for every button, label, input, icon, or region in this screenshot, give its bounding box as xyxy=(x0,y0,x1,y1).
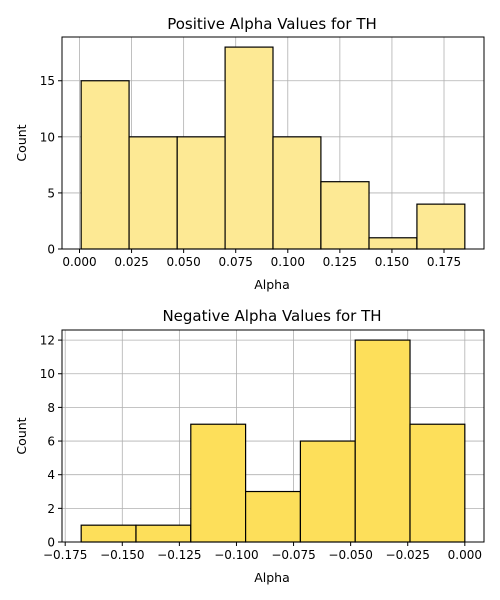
histogram-bar xyxy=(409,423,466,543)
histogram-bar xyxy=(190,423,247,543)
chart-title: Negative Alpha Values for TH xyxy=(162,307,381,325)
y-tick-label: 10 xyxy=(40,130,55,144)
x-tick-label: 0.050 xyxy=(166,255,200,269)
positive-alpha-histogram: Positive Alpha Values for TH Alpha Count… xyxy=(14,15,485,292)
histogram-bars xyxy=(80,339,466,543)
y-axis-ticks: 0 2 4 6 8 10 12 xyxy=(40,334,62,550)
x-tick-label: −0.025 xyxy=(386,548,430,562)
histogram-bar xyxy=(299,440,356,543)
x-tick-label: 0.025 xyxy=(114,255,148,269)
y-tick-label: 8 xyxy=(47,401,55,415)
y-tick-label: 4 xyxy=(47,468,55,482)
y-tick-label: 12 xyxy=(40,334,55,348)
y-tick-label: 6 xyxy=(47,435,55,449)
histogram-bar xyxy=(224,46,274,250)
y-axis-ticks: 0 5 10 15 xyxy=(40,74,62,257)
x-tick-label: 0.125 xyxy=(323,255,357,269)
x-tick-label: 0.150 xyxy=(375,255,409,269)
y-tick-label: 15 xyxy=(40,74,55,88)
x-axis-ticks: −0.175 −0.150 −0.125 −0.100 −0.075 −0.050 −0.0… xyxy=(43,542,482,562)
x-tick-label: 0.000 xyxy=(62,255,96,269)
histogram-bar xyxy=(354,339,411,543)
x-tick-label: 0.000 xyxy=(448,548,482,562)
x-tick-label: 0.100 xyxy=(271,255,305,269)
y-tick-label: 0 xyxy=(47,536,55,550)
x-tick-label: 0.075 xyxy=(219,255,253,269)
plot-frame xyxy=(61,329,485,543)
x-tick-label: −0.050 xyxy=(328,548,372,562)
histogram-bar xyxy=(320,181,370,250)
histogram-bars xyxy=(80,46,466,250)
histogram-bar xyxy=(128,136,178,250)
x-tick-label: −0.150 xyxy=(100,548,144,562)
x-axis-label: Alpha xyxy=(254,570,290,585)
y-tick-label: 2 xyxy=(47,502,55,516)
x-tick-label: −0.100 xyxy=(214,548,258,562)
y-tick-label: 0 xyxy=(47,243,55,257)
chart-title: Positive Alpha Values for TH xyxy=(167,15,377,33)
y-tick-label: 10 xyxy=(40,367,55,381)
x-tick-label: −0.125 xyxy=(157,548,201,562)
x-axis-ticks: 0.000 0.025 0.050 0.075 0.100 0.125 0.150 0.175 xyxy=(62,249,461,269)
histogram-bar xyxy=(244,490,302,543)
histogram-bar xyxy=(416,203,466,250)
histogram-bar xyxy=(176,136,226,250)
negative-alpha-histogram: Negative Alpha Values for TH Alpha Count… xyxy=(14,307,485,585)
y-axis-label: Count xyxy=(14,417,29,454)
x-tick-label: −0.175 xyxy=(43,548,87,562)
y-axis-label: Count xyxy=(14,124,29,161)
plot-frame xyxy=(61,36,485,250)
histogram-bar xyxy=(135,524,192,543)
x-axis-label: Alpha xyxy=(254,277,290,292)
x-tick-label: −0.075 xyxy=(271,548,315,562)
histogram-bar xyxy=(272,136,322,250)
histogram-bar xyxy=(80,524,137,543)
x-tick-label: 0.175 xyxy=(427,255,461,269)
histogram-bar xyxy=(80,80,130,250)
y-tick-label: 5 xyxy=(47,186,55,200)
histogram-bar xyxy=(368,237,418,250)
